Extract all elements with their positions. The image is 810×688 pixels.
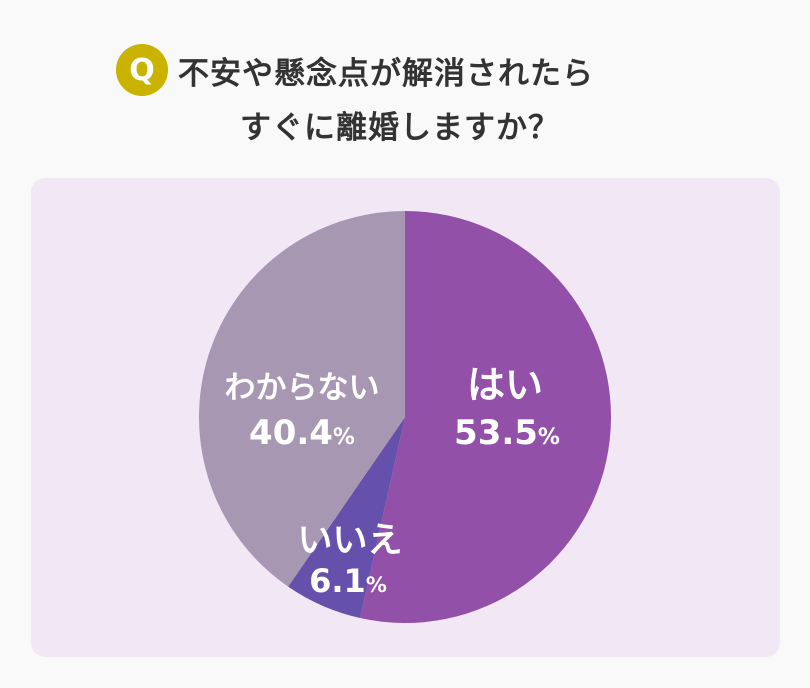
label-no-unit: % <box>366 573 387 597</box>
q-badge-icon: Q <box>116 44 168 96</box>
slice-label-yes: はい 53.5% <box>454 363 560 453</box>
label-yes-name: はい <box>467 363 543 407</box>
title-line-1: Q 不安や懸念点が解消されたら <box>116 44 594 96</box>
label-no-name: いいえ <box>297 521 402 561</box>
title-text-1: 不安や懸念点が解消されたら <box>178 55 594 92</box>
slice-label-no: いいえ 6.1% <box>297 521 402 600</box>
svg-text:6.1%: 6.1% <box>309 562 387 600</box>
svg-text:53.5%: 53.5% <box>454 413 560 453</box>
slice-label-unknown: わからない 40.4% <box>225 370 380 453</box>
pie-slices <box>199 211 611 623</box>
slice-no <box>288 417 405 619</box>
label-no-value: 6.1 <box>309 562 366 600</box>
label-yes-unit: % <box>538 425 560 450</box>
label-unknown-unit: % <box>333 425 355 450</box>
slice-unknown <box>199 211 405 587</box>
label-yes-value: 53.5 <box>454 413 538 453</box>
svg-text:40.4%: 40.4% <box>249 413 355 453</box>
slice-yes <box>360 211 611 623</box>
label-unknown-name: わからない <box>225 370 380 406</box>
title-line-2: すぐに離婚しますか？ <box>240 110 560 146</box>
label-unknown-value: 40.4 <box>249 413 333 453</box>
